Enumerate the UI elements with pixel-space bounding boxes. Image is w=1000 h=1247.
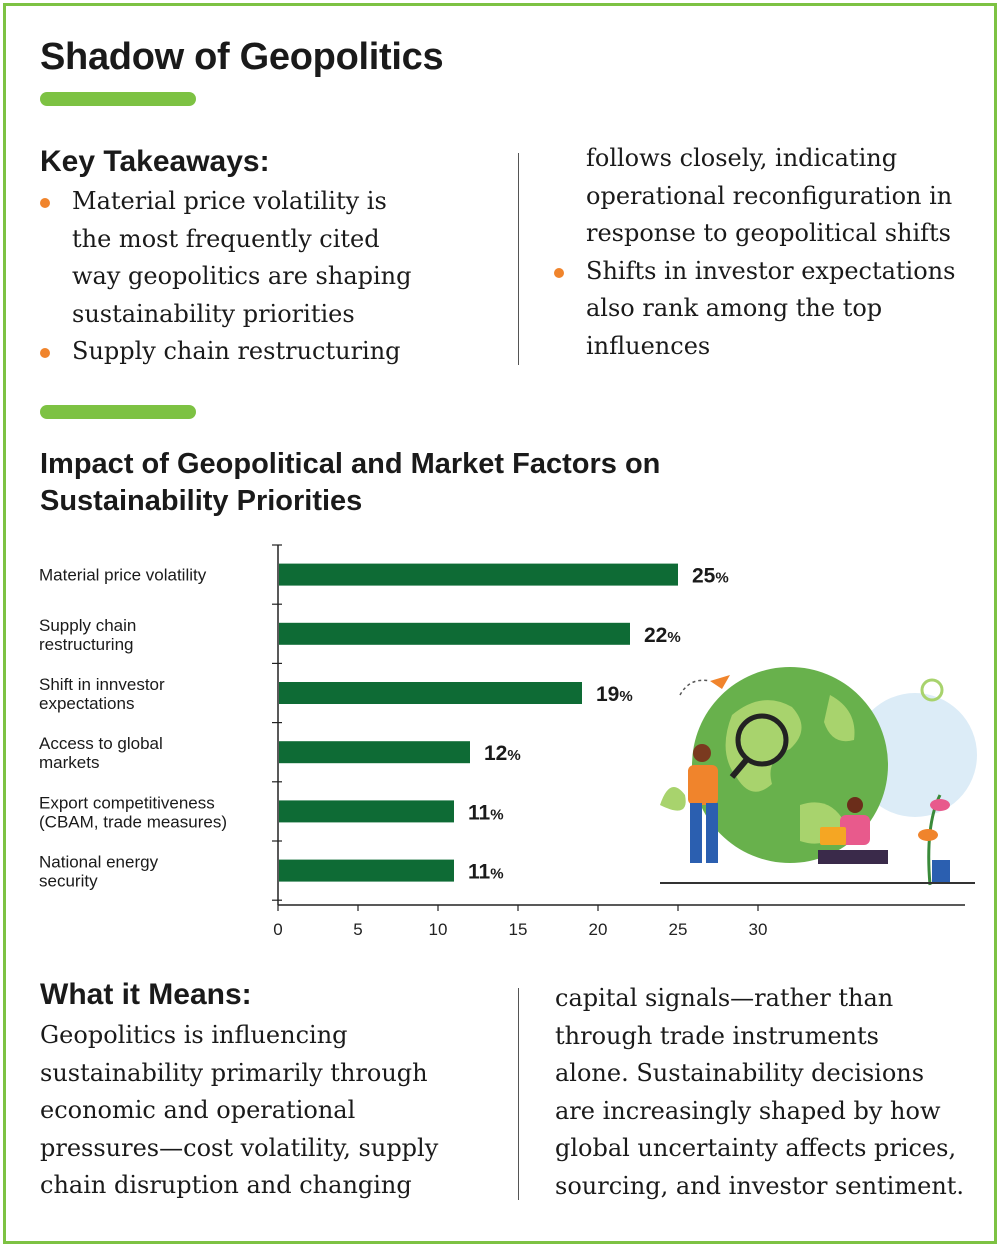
meaning-column-2: capital signals—rather than through trad…	[555, 980, 985, 1205]
meaning-line: Geopolitics is influencing	[40, 1021, 348, 1049]
x-tick-label: 0	[273, 920, 282, 939]
meaning-line: sustainability primarily through	[40, 1058, 428, 1087]
meaning-divider	[518, 988, 519, 1200]
bar-value-label: 25%	[692, 565, 729, 588]
x-tick-label: 15	[509, 920, 528, 939]
bullet-continuation: response to geopolitical shifts	[586, 219, 951, 247]
bar	[279, 741, 470, 764]
bar-chart: 0 5 10 15 20 25 30 25% Material price volatility…	[39, 544, 965, 939]
x-tick-label: 5	[353, 920, 362, 939]
bar-value-label: 12%	[484, 742, 521, 765]
meaning-line: alone. Sustainability decisions	[555, 1059, 925, 1087]
category-label: Material price volatility	[39, 566, 207, 585]
x-tick-label: 25	[669, 920, 688, 939]
bar	[279, 800, 454, 823]
bullet-continuation: influences	[586, 331, 711, 360]
bullet-continuation: the most frequently cited	[72, 224, 380, 253]
bar	[279, 859, 454, 882]
category-label: Supply chain restructuring	[39, 616, 136, 654]
meaning-line: are increasingly shaped by how	[555, 1096, 941, 1125]
bar-value-label: 11%	[468, 801, 504, 824]
meaning-line: chain disruption and changing	[40, 1171, 412, 1199]
meaning-line: through trade instruments	[555, 1021, 879, 1050]
bar	[279, 563, 678, 586]
bullet-item: Supply chain restructuring	[40, 333, 500, 371]
meaning-line: economic and operational	[40, 1096, 356, 1124]
meaning-line: sourcing, and investor sentiment.	[555, 1171, 965, 1200]
category-label: Export competitiveness (CBAM, trade measu…	[39, 793, 227, 831]
bullet-continuation: sustainability priorities	[72, 299, 355, 328]
page-title: Shadow of Geopolitics	[40, 36, 444, 78]
bar	[279, 622, 630, 645]
bar-value-label: 22%	[644, 624, 681, 647]
takeaways-divider	[518, 153, 519, 365]
category-label: Shift in innvestor expectations	[39, 675, 165, 713]
category-label: National energy security	[39, 853, 159, 891]
globe-with-people-illustration	[660, 667, 977, 886]
bar	[279, 682, 582, 704]
takeaways-column-1: Material price volatility is the most fre…	[40, 183, 500, 371]
takeaways-column-2: follows closely, indicating operational r…	[554, 140, 974, 365]
bullet-item: Shifts in investor expectations	[554, 253, 974, 291]
x-tick-label: 10	[429, 920, 448, 939]
chart-title: Impact of Geopolitical and Market Factor…	[40, 448, 661, 517]
meaning-line: pressures—cost volatility, supply	[40, 1133, 439, 1162]
takeaways-heading: Key Takeaways:	[40, 145, 270, 178]
meaning-heading: What it Means:	[40, 978, 252, 1011]
bullet-continuation: follows closely, indicating	[586, 144, 898, 172]
meaning-line: capital signals—rather than	[555, 984, 894, 1012]
bullet-continuation: way geopolitics are shaping	[72, 262, 412, 290]
x-tick-label: 30	[749, 920, 768, 939]
bullet-item: Material price volatility is	[40, 183, 500, 221]
bar-value-label: 19%	[596, 683, 633, 706]
meaning-line: global uncertainty affects prices,	[555, 1134, 957, 1162]
bar-value-label: 11%	[468, 861, 504, 884]
bullet-continuation: also rank among the top	[586, 294, 883, 322]
category-label: Access to global markets	[39, 734, 163, 772]
accent-bar-middle	[40, 405, 196, 419]
meaning-column-1: Geopolitics is influencing sustainabilit…	[40, 1017, 500, 1205]
x-tick-label: 20	[589, 920, 608, 939]
accent-bar-top	[40, 92, 196, 106]
bullet-continuation: operational reconfiguration in	[586, 181, 953, 210]
